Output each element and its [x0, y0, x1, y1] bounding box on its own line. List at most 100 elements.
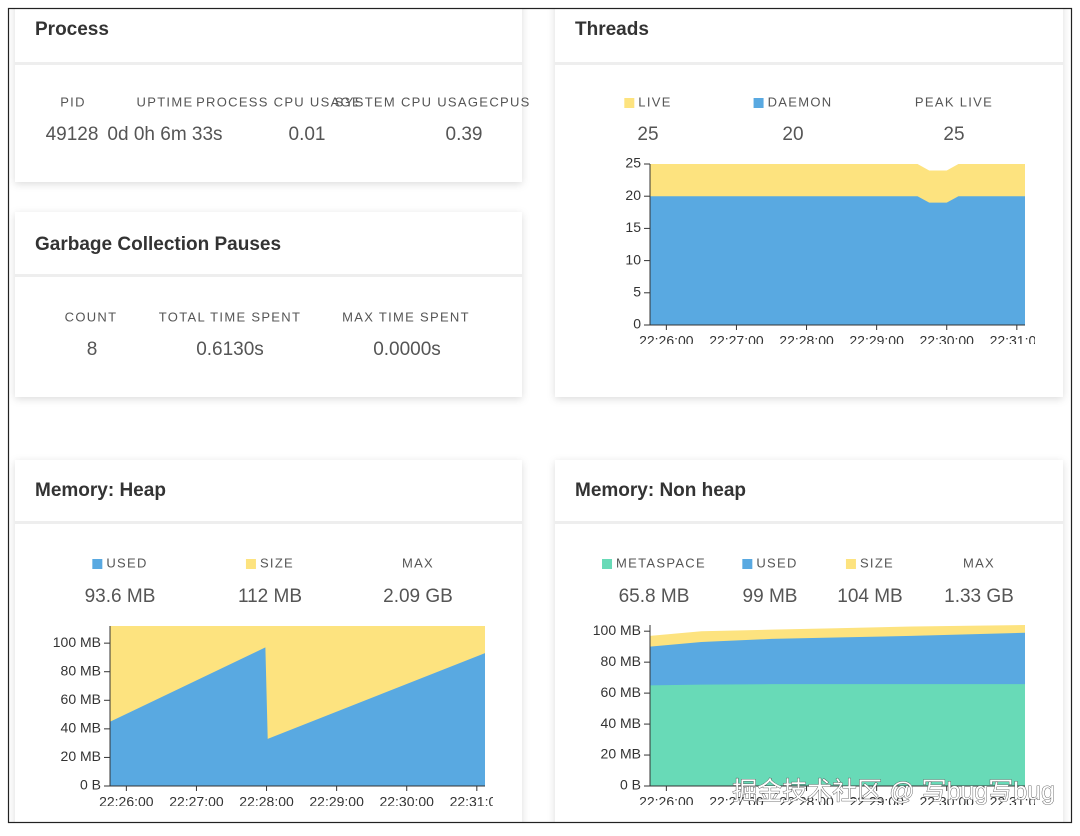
legend-label: SIZE	[860, 555, 894, 570]
legend-label: DAEMON	[768, 94, 833, 109]
y-tick-label: 25	[625, 155, 641, 171]
x-tick-label: 22:31:00	[450, 794, 505, 810]
card: Memory: Non heap METASPACE 65.8 MB USED 99 M…	[555, 460, 1063, 822]
legend-swatch	[602, 559, 613, 569]
chart: 0 B 20 MB 40 MB 60 MB 80 MB 100 MB 22:26:00 22:…	[593, 622, 1045, 810]
stat-value: 0.39	[446, 124, 483, 145]
stat-value: 8	[87, 339, 98, 360]
area	[650, 196, 1025, 325]
stat-value: 25	[943, 124, 964, 145]
x-tick-label: 22:29:00	[849, 794, 904, 810]
y-tick-label: 20 MB	[61, 748, 101, 764]
x-tick-label: 22:26:00	[639, 333, 694, 349]
y-tick-label: 0 B	[620, 777, 641, 793]
stat-value: 0d 0h 6m 33s	[107, 124, 222, 145]
y-tick-label: 100 MB	[53, 634, 101, 650]
y-tick-label: 80 MB	[61, 662, 101, 678]
card: Garbage Collection Pauses COUNT 8 TOTAL TIM…	[15, 212, 522, 397]
card-header-divider	[15, 521, 522, 524]
content: Process PID 49128 UPTIME 0d 0h 6m 33s PROCESS…	[15, 9, 1063, 822]
legend-label: USED	[106, 555, 147, 570]
legend-value: 93.6 MB	[85, 586, 156, 607]
card-title: Process	[35, 19, 109, 40]
y-tick-label: 40 MB	[601, 715, 641, 731]
x-tick-label: 22:31:00	[990, 333, 1045, 349]
legend-swatch	[845, 559, 856, 569]
stat-label: PROCESS CPU USAGE	[196, 94, 362, 109]
legend-value: 65.8 MB	[619, 586, 690, 607]
y-tick-label: 20 MB	[601, 746, 641, 762]
legend-label: LIVE	[638, 94, 671, 109]
area	[110, 647, 485, 786]
legend-value: 99 MB	[743, 586, 798, 607]
chart: 0 B 20 MB 40 MB 60 MB 80 MB 100 MB 22:26:00 22:…	[53, 626, 505, 810]
y-tick-label: 80 MB	[601, 653, 641, 669]
stat-label: SYSTEM CPU USAGE	[335, 94, 489, 109]
x-tick-label: 22:28:00	[779, 794, 834, 810]
x-tick-label: 22:28:00	[239, 794, 294, 810]
y-tick-label: 0	[633, 316, 641, 332]
legend-swatch	[753, 98, 764, 108]
stat-label: UPTIME	[137, 94, 194, 109]
legend-value: 112 MB	[238, 586, 302, 607]
card-title: Memory: Heap	[35, 480, 166, 501]
y-tick-label: 60 MB	[601, 684, 641, 700]
legend-swatch	[92, 559, 103, 569]
y-tick-label: 10	[625, 251, 641, 267]
x-tick-label: 22:31:00	[990, 794, 1045, 810]
y-tick-label: 100 MB	[593, 622, 641, 638]
card-header-divider	[15, 274, 522, 277]
stat-label: MAX	[963, 555, 995, 570]
watermark: 掘金技术社区 @ 写bug写bug	[732, 778, 1055, 806]
x-tick-label: 22:27:00	[169, 794, 224, 810]
stat-label: TOTAL TIME SPENT	[159, 309, 301, 324]
legend-value: 25	[637, 124, 658, 145]
x-tick-label: 22:29:00	[849, 333, 904, 349]
x-tick-label: 22:28:00	[779, 333, 834, 349]
x-tick-label: 22:26:00	[639, 794, 694, 810]
card-background	[15, 9, 522, 182]
stat-label: CPUS	[489, 94, 530, 109]
legend-swatch	[624, 98, 635, 108]
x-tick-label: 22:30:00	[919, 794, 974, 810]
frame	[7, 7, 1073, 824]
x-tick-label: 22:29:00	[309, 794, 364, 810]
card: Process PID 49128 UPTIME 0d 0h 6m 33s PROCESS…	[15, 9, 530, 182]
stat-label: PID	[60, 94, 86, 109]
legend-swatch	[742, 559, 753, 569]
card: Threads LIVE 25 DAEMON 20 PEAK LIVE 25 0 5 10 15 20…	[555, 9, 1063, 397]
stat-label: COUNT	[65, 309, 118, 324]
x-tick-label: 22:27:00	[709, 333, 764, 349]
y-tick-label: 0 B	[80, 777, 101, 793]
x-tick-label: 22:27:00	[709, 794, 764, 810]
card-header-divider	[15, 62, 522, 65]
x-tick-label: 22:26:00	[99, 794, 154, 810]
stat-value: 0.01	[289, 124, 326, 145]
x-tick-label: 22:30:00	[919, 333, 974, 349]
legend-value: 104 MB	[837, 586, 902, 607]
stat-label: MAX TIME SPENT	[342, 309, 470, 324]
card-title: Threads	[575, 19, 649, 40]
stat-label: PEAK LIVE	[915, 94, 993, 109]
card-title: Garbage Collection Pauses	[35, 234, 281, 255]
x-tick-label: 22:30:00	[379, 794, 434, 810]
legend-swatch	[245, 559, 256, 569]
legend-label: METASPACE	[616, 555, 706, 570]
card-header-divider	[555, 521, 1063, 524]
card-title: Memory: Non heap	[575, 480, 746, 501]
legend-value: 20	[782, 124, 803, 145]
legend-label: SIZE	[260, 555, 294, 570]
y-tick-label: 40 MB	[61, 720, 101, 736]
card-background	[15, 212, 522, 397]
area	[650, 684, 1025, 786]
y-tick-label: 5	[633, 284, 641, 300]
y-tick-label: 15	[625, 219, 641, 235]
stat-value: 0.0000s	[373, 339, 441, 360]
y-tick-label: 20	[625, 187, 641, 203]
stat-value: 2.09 GB	[383, 586, 453, 607]
stat-label: MAX	[402, 555, 434, 570]
card: Memory: Heap USED 93.6 MB SIZE 112 MB MAX 2.09…	[15, 460, 522, 822]
stat-value: 0.6130s	[196, 339, 264, 360]
legend-label: USED	[756, 555, 797, 570]
